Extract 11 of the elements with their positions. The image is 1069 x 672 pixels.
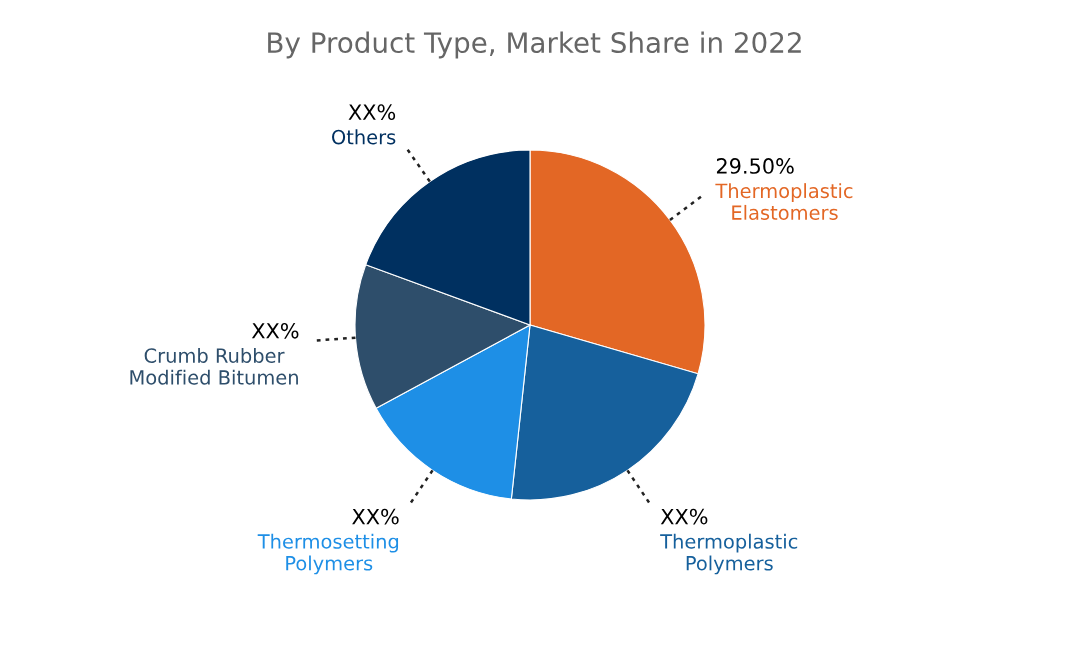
slice-label: Thermosetting Polymers <box>257 533 399 575</box>
slice-label: Crumb Rubber Modified Bitumen <box>130 347 298 385</box>
data-label: XX% <box>660 508 708 525</box>
slice-label: Thermoplastic Polymers <box>660 533 798 575</box>
data-label: 29.50% <box>716 158 794 174</box>
chart-title: By Product Type, Market Share in 2022 <box>268 31 801 59</box>
data-label: XX% <box>348 104 396 121</box>
slice-label: Others <box>332 129 396 145</box>
data-label: XX% <box>352 508 399 525</box>
data-label: XX% <box>251 322 299 339</box>
slice-label: Thermoplastic Elastomers <box>715 183 853 220</box>
